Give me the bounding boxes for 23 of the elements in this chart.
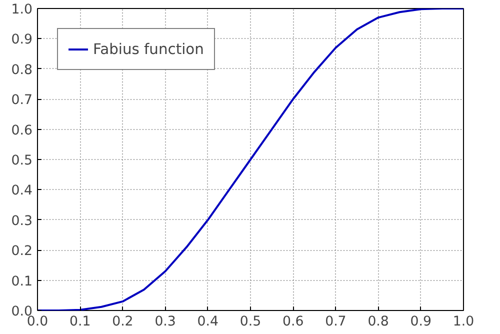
y-tick-label: 0.9 bbox=[11, 32, 33, 48]
y-tick-label: 0.3 bbox=[11, 214, 33, 229]
y-tick-label: 0.7 bbox=[11, 93, 33, 108]
x-tick-label: 0.9 bbox=[410, 314, 432, 330]
x-tick-label: 0.4 bbox=[197, 314, 219, 330]
line-series bbox=[38, 8, 464, 310]
x-tick-label: 0.3 bbox=[154, 314, 176, 330]
x-tick-label: 0.0 bbox=[26, 314, 48, 330]
x-tick-label: 0.8 bbox=[368, 314, 389, 330]
y-tick-label: 0.4 bbox=[11, 184, 33, 199]
x-tick-label: 0.5 bbox=[240, 314, 262, 330]
y-tick-label: 0.1 bbox=[11, 274, 33, 290]
y-tick-label: 0.2 bbox=[11, 244, 33, 260]
x-tick-label: 1.0 bbox=[452, 314, 474, 330]
y-tick-label: 0.6 bbox=[11, 123, 33, 138]
y-tick-label: 0.8 bbox=[11, 62, 33, 78]
y-tick-label: 1.0 bbox=[11, 2, 33, 18]
x-tick-label: 0.7 bbox=[325, 314, 346, 330]
y-tick-label: 0.5 bbox=[11, 154, 33, 168]
x-tick-label: 0.2 bbox=[112, 314, 134, 330]
x-tick-label: 0.6 bbox=[282, 314, 304, 330]
x-tick-label: 0.1 bbox=[70, 314, 91, 330]
legend-label: Fabius function bbox=[93, 40, 204, 58]
